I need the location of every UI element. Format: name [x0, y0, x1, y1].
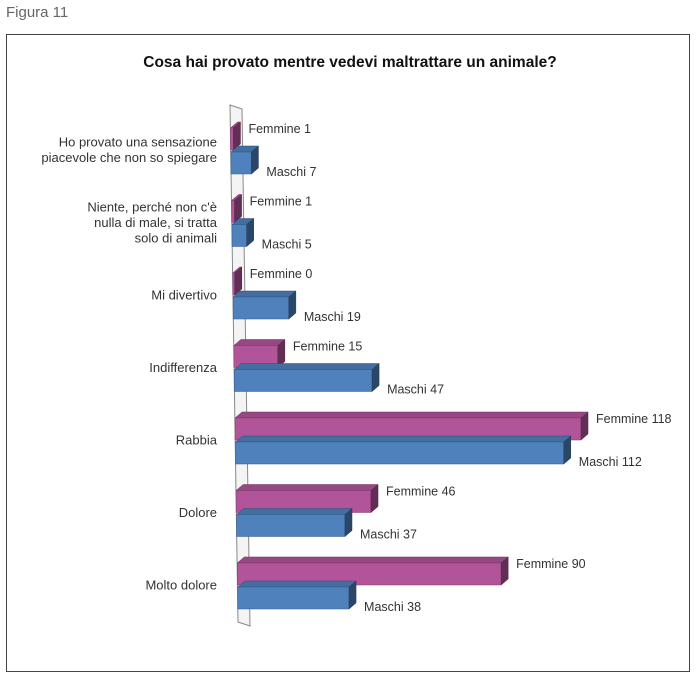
maschi-bar	[234, 369, 373, 392]
bar-top	[232, 290, 297, 298]
category-label: Dolore	[179, 505, 217, 520]
bar-top	[234, 411, 589, 419]
femmine-value-label: Femmine 1	[248, 122, 311, 136]
category-label: Mi divertivo	[151, 287, 217, 302]
category-label-line: Molto dolore	[145, 577, 217, 592]
bar-end	[233, 121, 241, 151]
femmine-value-label: Femmine 1	[250, 195, 313, 209]
bar-end	[288, 290, 297, 320]
bar-end	[277, 338, 286, 369]
figure-label: Figura 11	[6, 4, 69, 21]
bar-end	[234, 266, 243, 296]
maschi-value-label: Maschi 7	[266, 165, 316, 179]
femmine-bar	[232, 272, 236, 296]
femmine-value-label: Femmine 15	[293, 340, 363, 354]
bar-end	[251, 145, 259, 175]
femmine-value-label: Femmine 46	[386, 485, 456, 499]
bar-top	[233, 363, 380, 370]
maschi-bar	[231, 224, 247, 247]
category-label-line: piacevole che non so spiegare	[41, 150, 217, 165]
category-label: Niente, perché non c'è nulla di male, si …	[87, 199, 217, 245]
bar-end	[246, 217, 254, 248]
maschi-value-label: Maschi 112	[579, 455, 642, 469]
bar-end	[234, 193, 242, 224]
femmine-bar	[231, 200, 235, 223]
chart-frame	[6, 34, 690, 672]
chart-title: Cosa hai provato mentre vedevi maltratta…	[143, 54, 557, 71]
bar-end	[370, 483, 379, 514]
bar-top	[235, 484, 379, 491]
bar-end	[500, 556, 509, 586]
maschi-value-label: Maschi 5	[262, 238, 312, 252]
bar-top	[234, 435, 572, 443]
bar-top	[235, 508, 353, 515]
maschi-value-label: Maschi 19	[304, 310, 361, 324]
bar-end	[580, 411, 589, 441]
category-label-line: solo di animali	[135, 230, 217, 245]
category-label-line: Ho provato una sensazione	[59, 135, 217, 150]
maschi-bar	[230, 151, 252, 175]
bar-end	[563, 435, 572, 465]
femmine-bar	[230, 127, 234, 151]
category-label-line: Niente, perché non c'è	[87, 199, 217, 214]
femmine-value-label: Femmine 0	[250, 267, 313, 281]
bar-end	[371, 362, 380, 393]
maschi-value-label: Maschi 38	[364, 600, 421, 614]
bar-top	[233, 339, 286, 346]
maschi-bar	[235, 441, 565, 465]
category-label-line: nulla di male, si tratta	[94, 215, 218, 230]
bar-end	[344, 507, 353, 538]
category-label: Rabbia	[176, 432, 218, 447]
maschi-bar	[232, 296, 290, 320]
bar-end	[348, 580, 357, 610]
maschi-value-label: Maschi 47	[387, 383, 444, 397]
category-label-line: Rabbia	[176, 432, 218, 447]
maschi-bar	[237, 586, 350, 610]
bar-top	[236, 580, 357, 588]
bar-top	[236, 556, 509, 564]
category-label: Molto dolore	[145, 577, 217, 592]
category-label-line: Indifferenza	[149, 360, 217, 375]
category-label-line: Dolore	[179, 505, 217, 520]
maschi-value-label: Maschi 37	[360, 528, 417, 542]
category-label-line: Mi divertivo	[151, 287, 217, 302]
femmine-value-label: Femmine 118	[596, 412, 672, 426]
category-label: Indifferenza	[149, 360, 217, 375]
category-label: Ho provato una sensazione piacevole che n…	[41, 135, 217, 166]
femmine-value-label: Femmine 90	[516, 557, 586, 571]
maschi-bar	[236, 514, 346, 537]
